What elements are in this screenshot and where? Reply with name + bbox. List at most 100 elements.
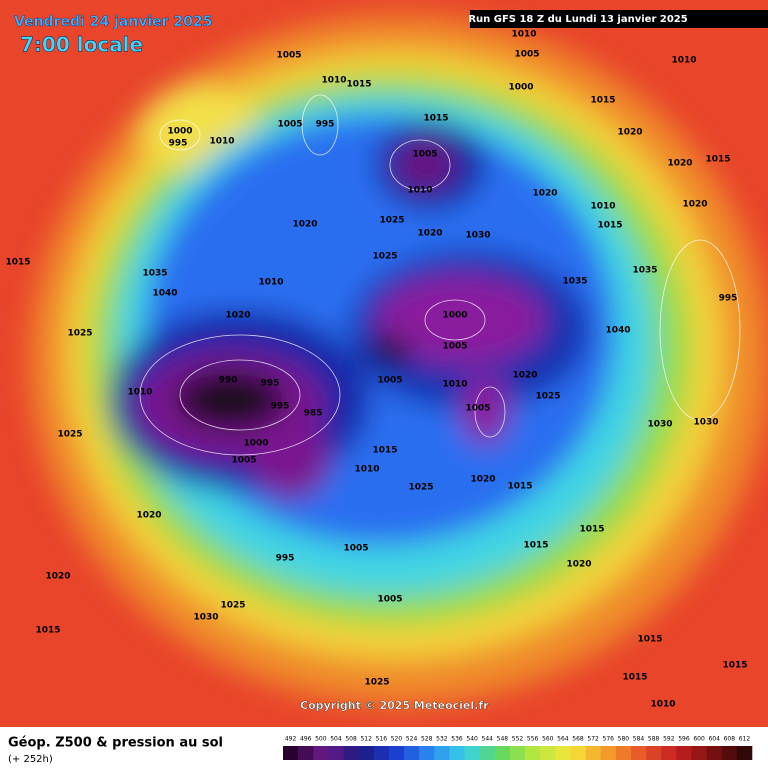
isobar-label: 1010 [650, 700, 675, 710]
colorbar-swatch [615, 746, 632, 760]
isobar-label: 1005 [514, 50, 539, 60]
isobar-label: 1030 [693, 418, 718, 428]
lead-time: (+ 252h) [8, 754, 53, 765]
isobar-label: 1035 [142, 269, 167, 279]
colorbar-swatch [706, 746, 723, 760]
isobar-label: 995 [169, 139, 188, 149]
isobar-label: 1015 [637, 635, 662, 645]
isobar-label: 985 [304, 409, 323, 419]
isobar-label: 1035 [562, 277, 587, 287]
colorbar-label: 572 [587, 736, 599, 743]
isobar-label: 1015 [622, 673, 647, 683]
colorbar-swatch [736, 746, 753, 760]
isobar-label: 1005 [465, 404, 490, 414]
colorbar-label: 560 [542, 736, 554, 743]
colorbar-label: 520 [391, 736, 403, 743]
colorbar-label: 612 [739, 736, 751, 743]
colorbar-swatch [570, 746, 586, 760]
isobar-label: 1020 [532, 189, 557, 199]
colorbar-label: 548 [497, 736, 509, 743]
colorbar-label: 608 [724, 736, 736, 743]
isobar-label: 1010 [127, 388, 152, 398]
colorbar-label: 516 [376, 736, 388, 743]
isobar-label: 1020 [225, 311, 250, 321]
isobar-label: 995 [316, 120, 335, 130]
colorbar-label: 556 [527, 736, 539, 743]
colorbar-label: 528 [421, 736, 433, 743]
colorbar-label: 508 [345, 736, 357, 743]
colorbar-swatch [419, 746, 435, 760]
geopotential-field [0, 0, 768, 727]
isobar-label: 1020 [417, 229, 442, 239]
isobar-label: 1030 [193, 613, 218, 623]
isobar-label: 1020 [292, 220, 317, 230]
isobar-label: 1015 [597, 221, 622, 231]
colorbar-swatch [691, 746, 707, 760]
isobar-label: 1025 [408, 483, 433, 493]
colorbar-label: 544 [482, 736, 494, 743]
isobar-label: 1015 [346, 80, 371, 90]
isobar-label: 1015 [579, 525, 604, 535]
isobar-label: 1010 [209, 137, 234, 147]
isobar-label: 1000 [508, 83, 533, 93]
isobar-label: 1020 [682, 200, 707, 210]
isobar-label: 1020 [136, 511, 161, 521]
isobar-label: 1010 [321, 76, 346, 86]
colorbar-swatch [343, 746, 359, 760]
forecast-date: Vendredi 24 janvier 2025 [14, 14, 212, 30]
isobar-label: 1020 [512, 371, 537, 381]
colorbar-label: 596 [678, 736, 690, 743]
isobar-label: 1010 [354, 465, 379, 475]
colorbar-swatch [298, 746, 314, 760]
legend-title: Géop. Z500 & pression au sol [8, 736, 223, 751]
colorbar-swatch [585, 746, 602, 760]
isobar-label: 1010 [258, 278, 283, 288]
isobar-label: 1015 [722, 661, 747, 671]
colorbar-swatch [283, 746, 299, 760]
isobar-label: 1025 [67, 329, 92, 339]
isobar-label: 995 [719, 294, 738, 304]
isobar-label: 1025 [372, 252, 397, 262]
isobar-label: 1010 [671, 56, 696, 66]
isobar-label: 990 [219, 376, 238, 386]
colorbar-swatch [721, 746, 738, 760]
colorbar-label: 568 [572, 736, 584, 743]
forecast-time: 7:00 locale [20, 33, 143, 57]
colorbar-swatch [646, 746, 662, 760]
isobar-label: 1015 [507, 482, 532, 492]
isobar-label: 1010 [407, 186, 432, 196]
copyright: Copyright © 2025 Meteociel.fr [300, 699, 489, 712]
colorbar-swatch [630, 746, 647, 760]
isobar-label: 1025 [379, 216, 404, 226]
colorbar-swatch [494, 746, 511, 760]
colorbar-label: 540 [466, 736, 478, 743]
colorbar-swatch [676, 746, 692, 760]
colorbar-swatch [328, 746, 344, 760]
colorbar-swatch [525, 746, 541, 760]
isobar-label: 1025 [57, 430, 82, 440]
isobar-label: 1040 [605, 326, 630, 336]
colorbar-swatch [449, 746, 465, 760]
colorbar-label: 600 [693, 736, 705, 743]
colorbar-swatch [661, 746, 677, 760]
colorbar-label: 604 [708, 736, 720, 743]
colorbar-label: 524 [406, 736, 418, 743]
isobar-label: 1020 [667, 159, 692, 169]
colorbar-label: 500 [315, 736, 327, 743]
colorbar-swatch [388, 746, 405, 760]
colorbar-label: 592 [663, 736, 675, 743]
colorbar-swatch [404, 746, 420, 760]
isobar-label: 1005 [277, 120, 302, 130]
isobar-label: 995 [276, 554, 295, 564]
colorbar-swatch [313, 746, 329, 760]
isobar-label: 995 [271, 402, 290, 412]
colorbar-label: 588 [648, 736, 660, 743]
isobar-label: 1000 [167, 127, 192, 137]
colorbar-swatch [600, 746, 617, 760]
colorbar-label: 576 [603, 736, 615, 743]
isobar-label: 1020 [45, 572, 70, 582]
isobar-label: 1015 [423, 114, 448, 124]
colorbar-label: 536 [451, 736, 463, 743]
isobar-label: 1005 [377, 595, 402, 605]
